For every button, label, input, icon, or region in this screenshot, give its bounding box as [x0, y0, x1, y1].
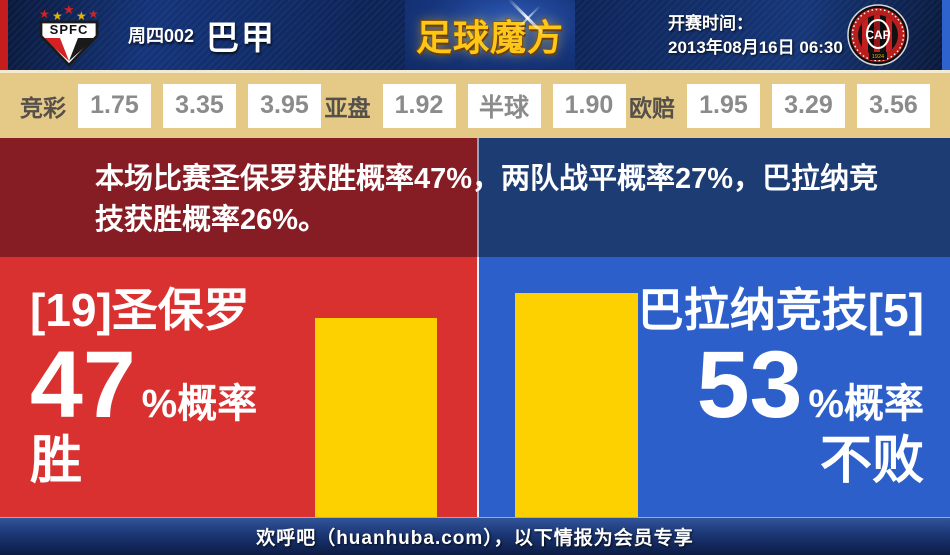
odds-group-label: 欧赔 [629, 94, 675, 121]
euro-odds-draw: 3.29 [772, 83, 845, 128]
summary-band: 本场比赛圣保罗获胜概率47%，两队战平概率27%，巴拉纳竞技获胜概率26%。 [0, 138, 950, 257]
home-team-badge-spfc: ★ ★ ★ ★ ★ SPFC [32, 2, 106, 70]
home-color-strip [0, 0, 8, 70]
away-prob-label: %概率 [808, 382, 924, 426]
home-prob-bar [315, 318, 437, 517]
odds-bar: 竞彩 1.75 3.35 3.95 亚盘 1.92 半球 1.90 欧赔 1.9… [0, 70, 950, 138]
handicap-home-odds: 1.92 [382, 83, 456, 128]
handicap-line: 半球 [467, 83, 541, 128]
kickoff-datetime: 2013年08月16日 06:30 [668, 38, 843, 57]
team-color-divider [477, 257, 479, 517]
odds-group-label: 竞彩 [20, 94, 66, 121]
svg-text:1924: 1924 [872, 54, 884, 60]
handicap-away-odds: 1.90 [552, 83, 626, 128]
home-prob-value: 47 [30, 332, 136, 438]
svg-text:★: ★ [39, 7, 50, 21]
site-logo-panel: 足球魔方 [405, 0, 575, 70]
kickoff-time-block: 开赛时间： 2013年08月16日 06:30 [668, 12, 843, 60]
prediction-area: [19]圣保罗 47 %概率 胜 巴拉纳竞技[5] 53 %概率 不败 [0, 257, 950, 517]
match-number: 周四002 [128, 26, 195, 46]
home-team-name: [19]圣保罗 [30, 284, 250, 336]
odds-value-home: 1.75 [78, 83, 151, 128]
cap-crest-icon: CAP 1924 [847, 4, 909, 66]
summary-band-away-half [477, 138, 950, 257]
odds-group-jingcai: 竞彩 1.75 3.35 3.95 [20, 83, 321, 128]
away-prob-bar [515, 293, 638, 517]
away-team-name: 巴拉纳竞技[5] [637, 284, 924, 336]
home-prob-label: %概率 [141, 382, 258, 426]
odds-group-yapan: 亚盘 1.92 半球 1.90 [324, 83, 626, 128]
odds-value-draw: 3.35 [163, 83, 236, 128]
team-color-divider [477, 138, 479, 257]
match-info: 周四002 巴甲 [128, 0, 276, 70]
summary-band-home-half [0, 138, 477, 257]
league-name: 巴甲 [206, 19, 277, 56]
odds-group-oupei: 欧赔 1.95 3.29 3.56 [629, 83, 930, 128]
away-team-badge-cap: CAP 1924 [846, 3, 910, 70]
svg-text:CAP: CAP [865, 28, 890, 42]
home-probability: 47 %概率 [30, 332, 477, 438]
spfc-crest-icon: ★ ★ ★ ★ ★ SPFC [39, 2, 99, 67]
footer: 欢呼吧（huanhuba.com），以下情报为会员专享 [0, 517, 950, 555]
odds-value-away: 3.95 [248, 83, 321, 128]
euro-odds-home: 1.95 [687, 83, 760, 128]
home-outcome-label: 胜 [30, 432, 83, 490]
svg-text:★: ★ [52, 9, 63, 23]
site-logo-text: 足球魔方 [415, 17, 564, 58]
header: ★ ★ ★ ★ ★ SPFC 周四002 巴甲 足球魔方 开赛时间： 2013年 [0, 0, 950, 70]
svg-text:★: ★ [63, 2, 75, 17]
kickoff-label: 开赛时间： [668, 14, 753, 33]
away-outcome-label: 不败 [819, 432, 924, 490]
away-color-strip [942, 0, 950, 70]
away-prob-value: 53 [696, 332, 803, 438]
svg-text:★: ★ [76, 9, 87, 23]
euro-odds-away: 3.56 [857, 83, 930, 128]
prediction-summary-text: 本场比赛圣保罗获胜概率47%，两队战平概率27%，巴拉纳竞技获胜概率26%。 [95, 163, 879, 236]
svg-text:★: ★ [88, 7, 99, 21]
odds-group-label: 亚盘 [324, 94, 371, 121]
away-probability: 53 %概率 [477, 332, 924, 438]
svg-text:SPFC: SPFC [50, 22, 89, 37]
footer-promo-text: 欢呼吧（huanhuba.com），以下情报为会员专享 [256, 528, 694, 549]
